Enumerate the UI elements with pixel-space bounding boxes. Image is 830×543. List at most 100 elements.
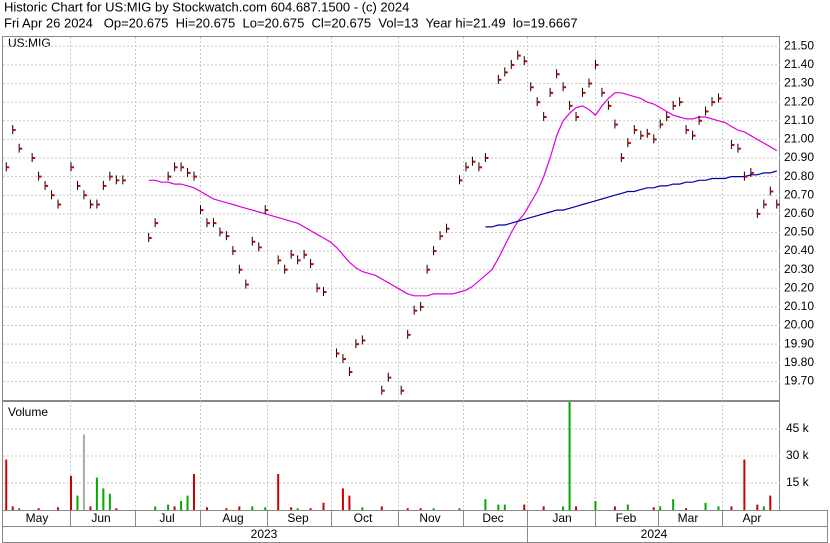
volume-bar [484, 499, 487, 510]
volume-bar [659, 506, 662, 510]
volume-bar [575, 506, 578, 510]
volume-bar [186, 495, 189, 510]
month-label: Aug [222, 511, 243, 525]
volume-bar [57, 507, 60, 510]
volume-bar [613, 506, 616, 510]
volume-bar [309, 508, 312, 510]
y-tick-label: 19.80 [784, 355, 814, 369]
volume-bar [89, 506, 92, 510]
volume-bar [406, 508, 409, 510]
y-tick-label: 20.90 [784, 150, 814, 164]
volume-bar [225, 508, 228, 510]
month-label: Feb [616, 511, 637, 525]
volume-bar [108, 493, 111, 510]
volume-bar [95, 477, 98, 510]
volume-bar [115, 508, 118, 510]
y-tick-label: 21.30 [784, 76, 814, 90]
volume-bar [562, 506, 565, 510]
volume-bar [180, 501, 183, 510]
volume-bar [568, 402, 571, 510]
y-tick-label: 20.80 [784, 169, 814, 183]
month-label: Jul [159, 511, 174, 525]
y-tick-label: 15 k [786, 475, 810, 489]
moving-average [485, 170, 777, 228]
volume-bar [542, 506, 545, 510]
volume-bar [251, 506, 254, 510]
y-tick-label: 19.90 [784, 336, 814, 350]
year-label: 2023 [251, 527, 278, 541]
moving-average [148, 92, 778, 297]
y-tick-label: 21.50 [784, 38, 814, 52]
volume-bar [730, 506, 733, 510]
volume-bar [290, 507, 293, 510]
volume-bar [762, 506, 765, 510]
volume-bar [341, 488, 344, 510]
month-label: Jun [91, 511, 110, 525]
volume-bar [277, 474, 280, 510]
month-label: Nov [419, 511, 440, 525]
y-tick-label: 20.10 [784, 299, 814, 313]
volume-bar [685, 508, 688, 510]
price-panel [2, 36, 780, 401]
header-title: Historic Chart for US:MIG by Stockwatch.… [4, 0, 409, 14]
volume-bar [717, 506, 720, 510]
year-label: 2024 [641, 527, 668, 541]
y-tick-label: 20.60 [784, 206, 814, 220]
volume-bar [154, 506, 157, 510]
volume-label: Volume [8, 405, 48, 419]
volume-bar [594, 501, 597, 510]
volume-bar [523, 504, 526, 510]
month-label: Sep [287, 511, 309, 525]
volume-bar [503, 504, 506, 510]
y-tick-label: 21.10 [784, 113, 814, 127]
y-tick-label: 19.70 [784, 374, 814, 388]
y-tick-label: 21.20 [784, 94, 814, 108]
month-label: Oct [354, 511, 373, 525]
symbol-label: US:MIG [8, 36, 51, 50]
volume-bar [432, 508, 435, 510]
volume-bar [193, 474, 196, 510]
volume-bar [704, 502, 707, 510]
volume-bar [11, 506, 14, 510]
y-tick-label: 20.50 [784, 225, 814, 239]
volume-bar [173, 506, 176, 510]
volume-bar [37, 508, 40, 510]
y-tick-label: 20.30 [784, 262, 814, 276]
month-label: Mar [678, 511, 699, 525]
month-label: Apr [743, 511, 762, 525]
volume-bar [458, 508, 461, 510]
volume-bar [296, 508, 299, 510]
volume-bar [69, 475, 72, 510]
volume-bar [769, 495, 772, 510]
month-label: Jan [552, 511, 571, 525]
header-quote: Fri Apr 26 2024 Op=20.675 Hi=20.675 Lo=2… [4, 15, 578, 30]
volume-bar [76, 495, 79, 510]
volume-bar [361, 507, 364, 510]
volume-bar [626, 504, 629, 510]
month-label: Dec [482, 511, 503, 525]
volume-bar [322, 502, 325, 510]
volume-bar [743, 459, 746, 510]
y-tick-label: 30 k [786, 448, 810, 462]
y-tick-label: 21.40 [784, 57, 814, 71]
volume-bar [102, 488, 105, 510]
volume-bar [205, 507, 208, 510]
volume-bar [497, 504, 500, 510]
y-tick-label: 20.20 [784, 280, 814, 294]
volume-bar [756, 504, 759, 510]
volume-bar [264, 507, 267, 510]
volume-bar [167, 504, 170, 510]
y-tick-label: 20.00 [784, 318, 814, 332]
volume-bar [652, 507, 655, 510]
month-label: May [26, 511, 49, 525]
volume-bar [82, 434, 85, 510]
y-tick-label: 45 k [786, 421, 810, 435]
volume-bar [18, 508, 21, 510]
volume-bar [348, 495, 351, 510]
volume-bar [238, 506, 241, 510]
volume-bar [380, 506, 383, 510]
y-tick-label: 20.40 [784, 243, 814, 257]
volume-bar [672, 499, 675, 510]
